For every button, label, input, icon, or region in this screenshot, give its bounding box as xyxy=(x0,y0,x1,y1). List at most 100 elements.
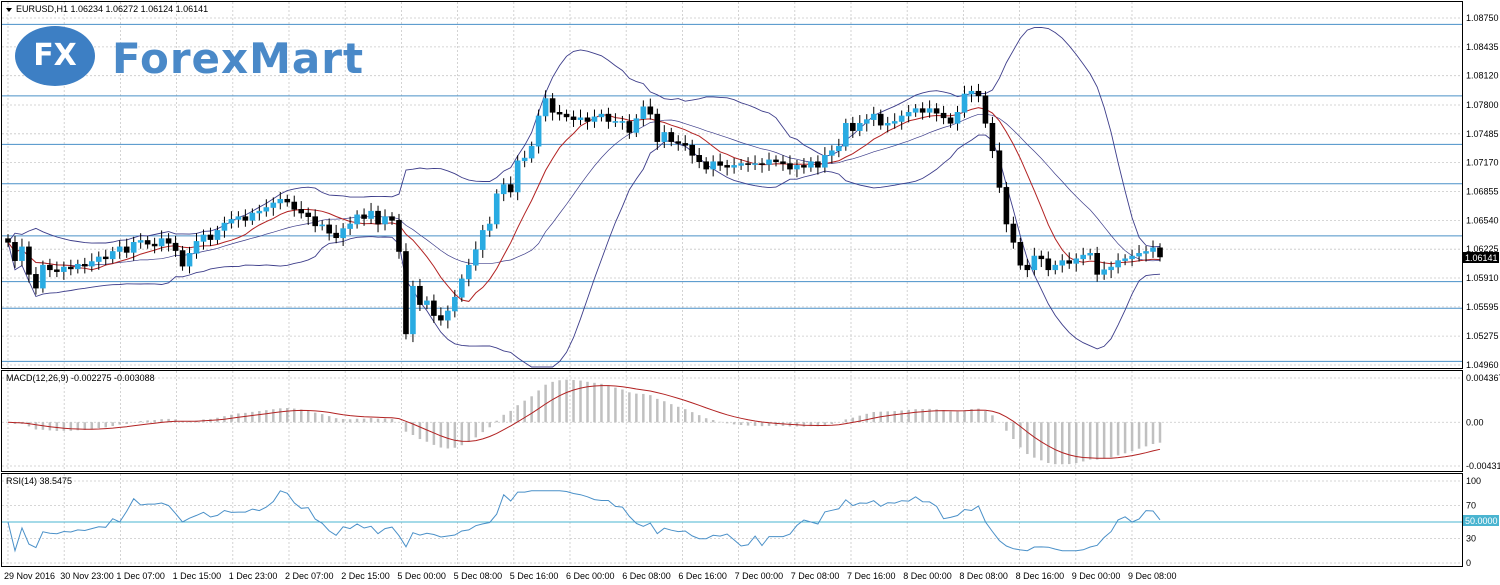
candle-body xyxy=(452,296,458,312)
candle-body xyxy=(1122,258,1128,261)
candle-body xyxy=(256,210,263,214)
candle-body xyxy=(703,161,709,170)
bollinger-bands xyxy=(7,26,1161,368)
candle-body xyxy=(1136,253,1142,257)
candle-body xyxy=(661,132,668,142)
candle-body xyxy=(137,240,144,243)
time-tick-label: 2 Dec 15:00 xyxy=(341,571,390,581)
candle-body xyxy=(1045,258,1052,271)
candle-body xyxy=(1108,266,1114,271)
time-tick-label: 29 Nov 2016 xyxy=(4,571,55,581)
candle-body xyxy=(465,264,472,280)
candle-body xyxy=(165,238,172,244)
candle-body xyxy=(640,106,647,120)
candle-body xyxy=(47,264,53,271)
candle-body xyxy=(75,263,81,270)
candle-body xyxy=(1059,260,1066,266)
candle-body xyxy=(912,108,919,113)
candles xyxy=(5,83,1163,343)
rsi-tick-label: 0 xyxy=(1466,558,1471,568)
candle-body xyxy=(151,243,158,247)
candle-body xyxy=(389,216,395,221)
price-tick-label: 1.08435 xyxy=(1466,42,1499,52)
candle-body xyxy=(654,113,661,142)
candle-body xyxy=(123,246,130,253)
price-tick-label: 1.04960 xyxy=(1466,360,1499,370)
candle-body xyxy=(1017,242,1024,266)
candle-body xyxy=(12,242,18,261)
candle-body xyxy=(33,274,39,289)
time-tick-label: 6 Dec 16:00 xyxy=(678,571,727,581)
candle-body xyxy=(354,214,360,225)
macd-series xyxy=(7,379,1162,465)
candle-body xyxy=(724,165,730,168)
candle-body xyxy=(1087,253,1093,256)
time-tick-label: 2 Dec 07:00 xyxy=(285,571,334,581)
bollinger-upper xyxy=(7,26,1161,248)
candle-body xyxy=(291,201,298,210)
candle-body xyxy=(996,150,1003,188)
candle-body xyxy=(396,220,402,252)
candle-body xyxy=(40,264,46,289)
time-tick-label: 5 Dec 00:00 xyxy=(397,571,446,581)
time-tick-label: 7 Dec 00:00 xyxy=(735,571,784,581)
candle-body xyxy=(591,116,598,122)
candle-body xyxy=(312,216,319,227)
candle-body xyxy=(570,116,577,120)
candle-body xyxy=(563,113,570,118)
candle-body xyxy=(752,163,758,165)
candle-body xyxy=(696,155,703,163)
candle-body xyxy=(179,250,186,267)
rsi-series xyxy=(2,490,1462,553)
time-tick-label: 5 Dec 08:00 xyxy=(454,571,503,581)
candle-body xyxy=(731,165,737,168)
candle-body xyxy=(1010,223,1017,243)
rsi-panel[interactable] xyxy=(1,473,1463,567)
candle-body xyxy=(270,202,277,208)
candle-body xyxy=(249,212,256,221)
candle-body xyxy=(193,241,200,254)
candle-body xyxy=(619,121,626,123)
dropdown-icon[interactable] xyxy=(6,8,12,12)
rsi-tick-label: 100 xyxy=(1466,476,1481,486)
candle-body xyxy=(172,242,179,251)
time-tick-label: 6 Dec 00:00 xyxy=(566,571,615,581)
candle-body xyxy=(340,228,346,239)
macd-panel[interactable] xyxy=(1,370,1463,472)
candle-body xyxy=(989,122,996,152)
time-tick-label: 9 Dec 08:00 xyxy=(1128,571,1177,581)
candle-body xyxy=(689,144,696,156)
candle-body xyxy=(849,122,856,131)
candle-body xyxy=(375,210,381,225)
macd-signal-line xyxy=(7,385,1161,459)
candle-body xyxy=(584,117,591,122)
candle-body xyxy=(479,230,486,250)
candle-body xyxy=(1066,260,1073,264)
candle-body xyxy=(242,216,249,221)
candle-body xyxy=(940,112,947,119)
y-axis: 1.08750 1.08435 1.08120 1.07800 1.07485 1.071… xyxy=(1466,13,1500,568)
candle-body xyxy=(214,230,221,240)
candle-body xyxy=(19,246,25,261)
candle-body xyxy=(493,193,500,225)
candle-body xyxy=(633,118,640,133)
candle-body xyxy=(626,121,633,133)
candle-body xyxy=(263,207,270,212)
candle-body xyxy=(1073,258,1080,264)
price-tick-label: 1.06225 xyxy=(1466,244,1499,254)
candle-body xyxy=(710,161,716,170)
macd-tick-label: -0.004316 xyxy=(1466,461,1500,471)
candle-body xyxy=(528,145,535,159)
bollinger-middle xyxy=(7,113,1161,266)
candle-body xyxy=(815,161,821,168)
rsi-level-tag xyxy=(1463,515,1499,526)
time-tick-label: 1 Dec 15:00 xyxy=(173,571,222,581)
rsi-line xyxy=(7,490,1161,553)
candle-body xyxy=(298,209,305,214)
rsi-tick-label: 30 xyxy=(1466,533,1476,543)
candle-body xyxy=(431,300,437,316)
candle-body xyxy=(200,234,207,242)
candle-body xyxy=(1157,247,1163,258)
candle-body xyxy=(333,232,339,239)
price-panel[interactable] xyxy=(1,1,1463,369)
